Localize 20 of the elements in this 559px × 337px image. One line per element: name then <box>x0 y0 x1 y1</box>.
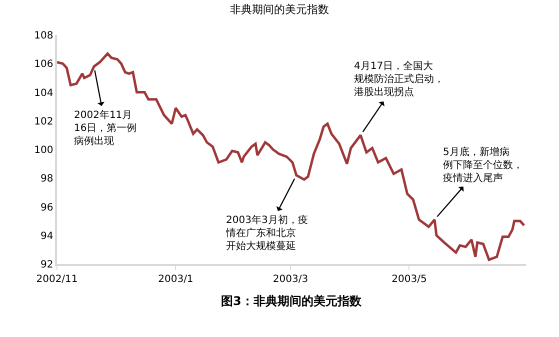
y-tick-label: 108 <box>34 30 54 42</box>
x-tick-label: 2003/5 <box>392 274 427 285</box>
annotation: 5月底，新增病例下降至个位数，疫情进入尾声 <box>443 146 523 184</box>
annotation: 2002年11月16日，第一例病例出现 <box>74 109 137 147</box>
line-series <box>57 52 526 261</box>
x-tick-label: 2002/11 <box>36 274 78 285</box>
y-tick-label: 100 <box>34 145 54 156</box>
caption: 图3：非典期间的美元指数 <box>221 294 362 308</box>
x-tick-label: 2003/3 <box>272 274 308 285</box>
y-tick-label: 102 <box>34 116 54 128</box>
annotation: 4月17日，全国大规模防治正式启动，港股出现拐点 <box>354 60 444 98</box>
annotation: 2003年3月初，疫情在广东和北京开始大规模蔓延 <box>225 214 308 252</box>
y-tick-label: 92 <box>40 260 54 270</box>
y-tick-label: 96 <box>40 202 54 214</box>
y-tick-label: 98 <box>40 174 54 185</box>
chart-title: 非典期间的美元指数 <box>230 2 329 16</box>
y-tick-label: 104 <box>34 88 54 99</box>
x-tick-label: 2003/1 <box>158 274 194 285</box>
y-tick-label: 106 <box>34 59 54 70</box>
y-tick-label: 94 <box>40 230 54 242</box>
